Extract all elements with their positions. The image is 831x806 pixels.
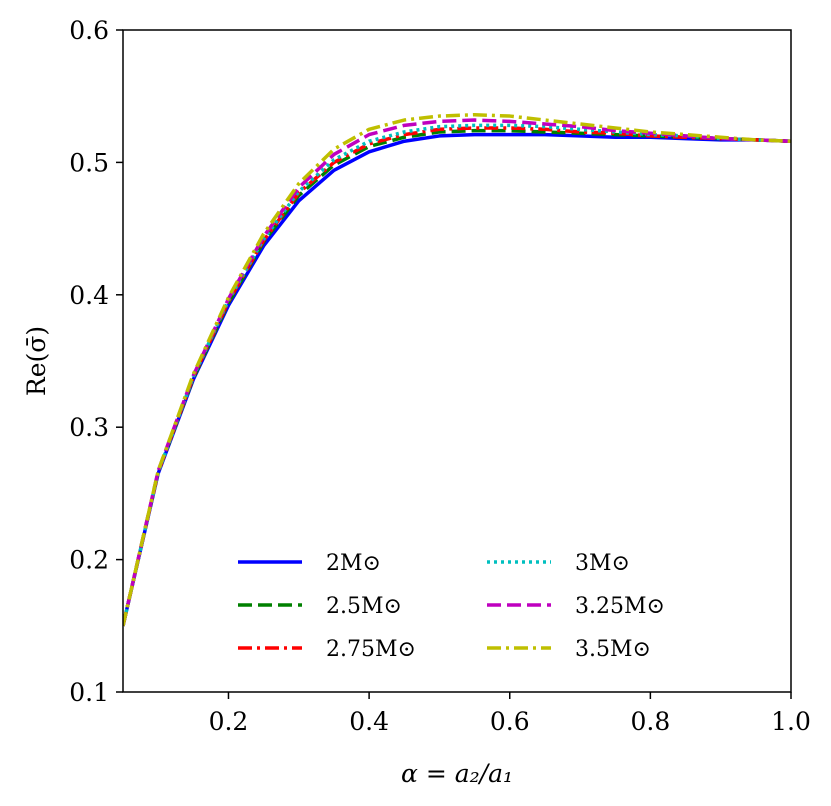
series-line-1 [123, 128, 791, 627]
legend: 2M⊙ 2.5M⊙ 2.75M⊙ 3M⊙ 3.25M⊙ 3.5M⊙ [238, 551, 665, 662]
axes: 0.2 0.4 0.6 0.8 1.0 0.1 0.2 0.3 0.4 0.5 0.6 α = a₂/… [22, 16, 811, 788]
legend-label-2: 2.75M⊙ [326, 637, 416, 662]
series-line-3 [123, 123, 791, 627]
y-tick-label-5: 0.6 [69, 16, 109, 45]
y-axis-label: Re(σ̄) [22, 326, 51, 396]
y-tick-label-2: 0.3 [69, 413, 109, 442]
x-axis-label: α = a₂/a₁ [401, 759, 513, 788]
series-line-5 [123, 112, 791, 627]
series-line-2 [123, 126, 791, 627]
y-tick-label-0: 0.1 [69, 678, 109, 707]
y-tick-label-1: 0.2 [69, 546, 109, 575]
plot-frame [122, 29, 792, 693]
legend-label-0: 2M⊙ [326, 551, 381, 576]
plot-area [123, 112, 791, 627]
legend-label-5: 3.5M⊙ [575, 637, 651, 662]
series-line-0 [123, 132, 791, 627]
x-tick-label-0: 0.2 [209, 707, 249, 736]
x-tick-label-2: 0.6 [490, 707, 530, 736]
x-tick-label-3: 0.8 [630, 707, 670, 736]
legend-label-4: 3.25M⊙ [575, 594, 665, 619]
x-tick-label-4: 1.0 [771, 707, 811, 736]
y-tick-label-3: 0.4 [69, 281, 109, 310]
x-tick-label-1: 0.4 [349, 707, 389, 736]
legend-label-3: 3M⊙ [575, 551, 630, 576]
legend-label-1: 2.5M⊙ [326, 594, 402, 619]
series-line-4 [123, 118, 791, 627]
y-tick-label-4: 0.5 [69, 148, 109, 177]
